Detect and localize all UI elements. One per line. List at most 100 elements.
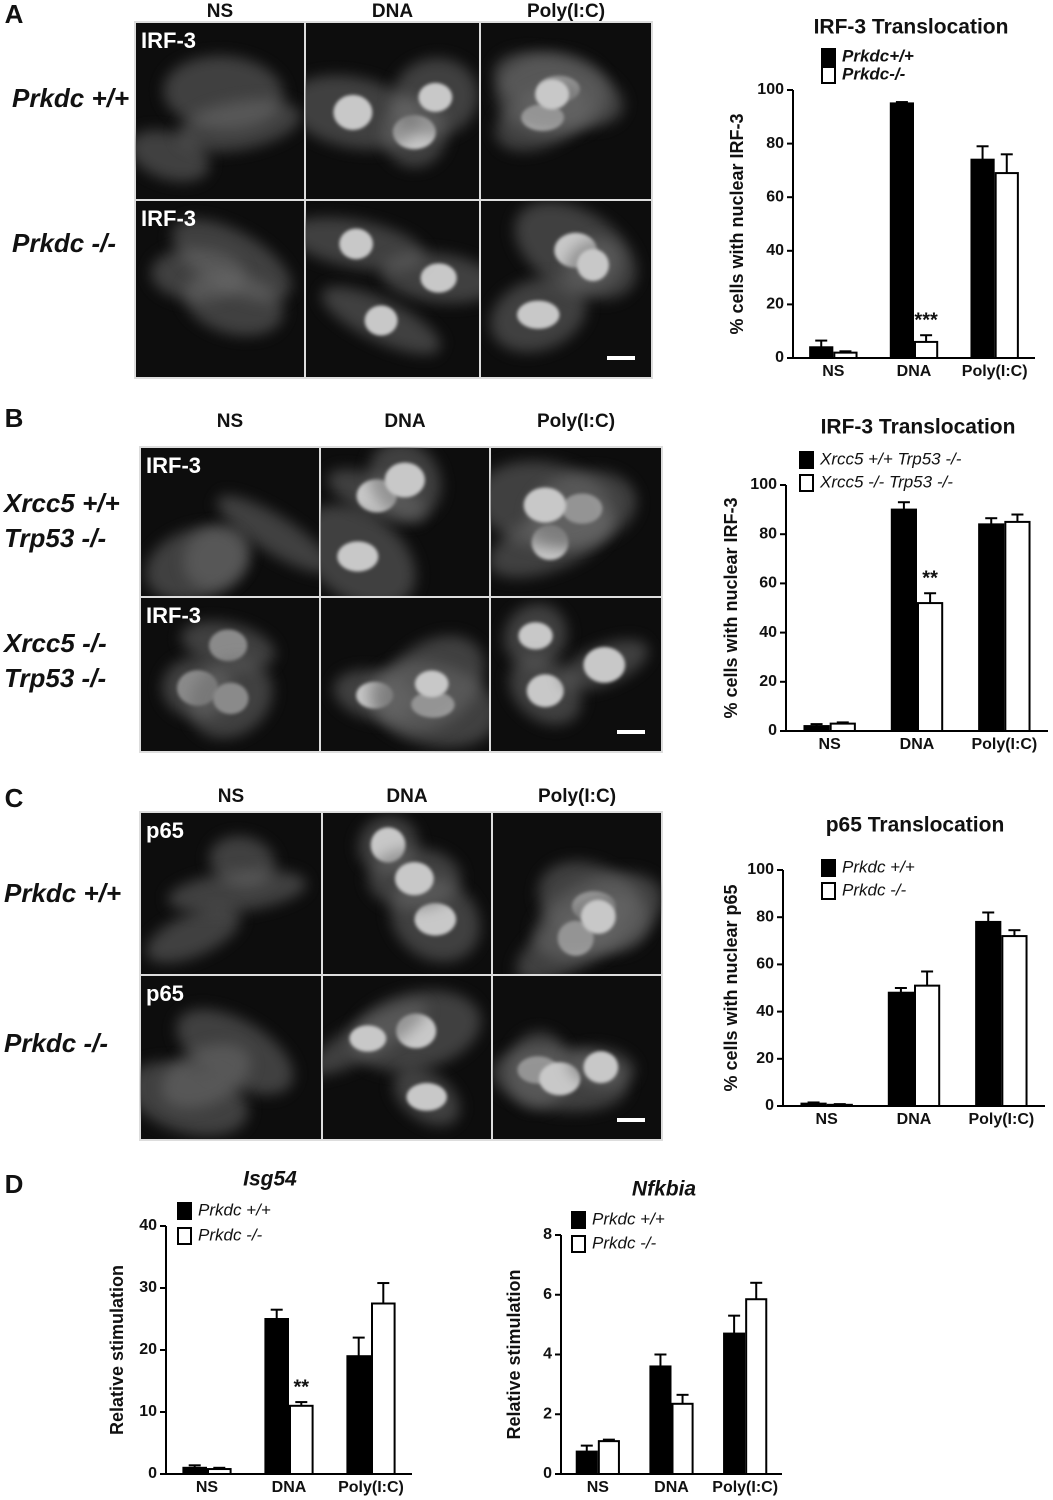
- panel-letter: A: [5, 0, 24, 29]
- cells: [145, 495, 320, 597]
- y-axis-label: Relative stimulation: [504, 1269, 524, 1439]
- stain-label: IRF-3: [141, 28, 196, 53]
- bar: [978, 523, 1005, 732]
- legend-swatch: [821, 66, 836, 84]
- y-tick-label: 20: [759, 673, 777, 690]
- stain-label: IRF-3: [141, 206, 196, 231]
- panel-letter: B: [5, 403, 24, 433]
- legend-swatch: [571, 1235, 586, 1253]
- bar: [809, 346, 834, 359]
- y-tick-label: 20: [766, 296, 784, 313]
- cells: [305, 58, 479, 168]
- legend-swatch: [821, 882, 836, 900]
- cells: [490, 201, 637, 353]
- bar: [723, 1332, 746, 1476]
- cytoplasm: [167, 870, 307, 914]
- nucleus: [535, 79, 570, 110]
- column-header: DNA: [386, 786, 427, 807]
- y-tick-label: 0: [775, 349, 784, 366]
- cytoplasm: [176, 99, 301, 152]
- y-tick-label: 10: [139, 1403, 157, 1420]
- nucleus: [580, 899, 616, 934]
- row-label: Xrcc5 +/+: [2, 488, 120, 518]
- y-tick-label: 80: [759, 525, 777, 542]
- cytoplasm: [217, 495, 320, 574]
- cells: [504, 603, 649, 725]
- y-tick-label: 0: [768, 722, 777, 739]
- cytoplasm: [161, 1043, 251, 1109]
- x-tick-label: NS: [587, 1479, 610, 1496]
- bar: [207, 1468, 232, 1476]
- cytoplasm: [184, 270, 284, 336]
- bar: [994, 172, 1019, 359]
- row-label: Prkdc +/+: [4, 878, 121, 908]
- cells: [140, 1009, 294, 1136]
- bar: [346, 1355, 371, 1475]
- cytoplasm: [145, 527, 248, 597]
- legend-label: Xrcc5 +/+ Trp53 -/-: [819, 449, 962, 468]
- bar: [182, 1466, 207, 1476]
- nucleus: [418, 82, 453, 112]
- bar: [917, 602, 944, 733]
- nucleus: [339, 228, 373, 260]
- cells: [146, 836, 307, 963]
- y-tick-label: 0: [148, 1465, 157, 1482]
- y-axis-label: % cells with nuclear IRF-3: [727, 113, 747, 334]
- y-tick-label: 60: [759, 575, 777, 592]
- x-tick-label: Poly(I:C): [338, 1479, 404, 1496]
- nucleus: [406, 1083, 447, 1111]
- significance: ***: [914, 310, 938, 332]
- legend-swatch: [177, 1202, 192, 1220]
- y-tick-label: 20: [756, 1050, 774, 1067]
- y-tick-label: 4: [543, 1346, 552, 1363]
- significance: **: [922, 568, 938, 590]
- x-tick-label: DNA: [897, 1111, 932, 1128]
- bar: [800, 1102, 827, 1108]
- legend-label: Prkdc -/-: [842, 880, 907, 899]
- y-tick-label: 2: [543, 1405, 552, 1422]
- x-tick-label: Poly(I:C): [971, 736, 1037, 753]
- bar: [745, 1298, 768, 1475]
- nucleus: [337, 541, 379, 572]
- bar: [649, 1365, 672, 1475]
- y-tick-label: 80: [756, 908, 774, 925]
- y-tick-label: 6: [543, 1286, 552, 1303]
- nucleus: [384, 462, 425, 498]
- bar: [1001, 935, 1028, 1108]
- nucleus: [349, 1025, 387, 1052]
- bar: [803, 725, 830, 733]
- nucleus: [212, 682, 249, 715]
- nucleus: [333, 94, 373, 130]
- nucleus: [583, 1051, 619, 1084]
- y-tick-label: 60: [756, 956, 774, 973]
- nucleus: [576, 248, 609, 282]
- nucleus: [414, 670, 449, 698]
- column-header: Poly(I:C): [537, 411, 615, 432]
- column-header: Poly(I:C): [527, 1, 605, 22]
- stain-label: IRF-3: [146, 453, 201, 478]
- cells: [320, 447, 441, 597]
- bar: [1004, 520, 1031, 733]
- y-axis-label: % cells with nuclear p65: [721, 884, 741, 1091]
- column-header: DNA: [372, 1, 413, 22]
- nucleus: [526, 674, 564, 708]
- legend-swatch: [799, 451, 814, 469]
- y-tick-label: 100: [757, 81, 784, 98]
- legend-swatch: [571, 1211, 586, 1229]
- bar: [914, 984, 941, 1108]
- chart-title: Nfkbia: [632, 1178, 697, 1201]
- cells: [516, 861, 662, 975]
- cells: [135, 55, 301, 182]
- row-label: Trp53 -/-: [4, 523, 106, 553]
- legend-swatch: [799, 474, 814, 492]
- bar: [575, 1450, 598, 1475]
- bar: [975, 920, 1002, 1107]
- significance: **: [294, 1376, 310, 1398]
- nucleus: [364, 305, 398, 336]
- y-tick-label: 60: [766, 188, 784, 205]
- panel-letter: C: [5, 783, 24, 813]
- chart-title: Isg54: [243, 1168, 297, 1191]
- row-label: Prkdc -/-: [12, 228, 116, 258]
- legend-label: Prkdc -/-: [198, 1225, 263, 1244]
- legend-swatch: [821, 859, 836, 877]
